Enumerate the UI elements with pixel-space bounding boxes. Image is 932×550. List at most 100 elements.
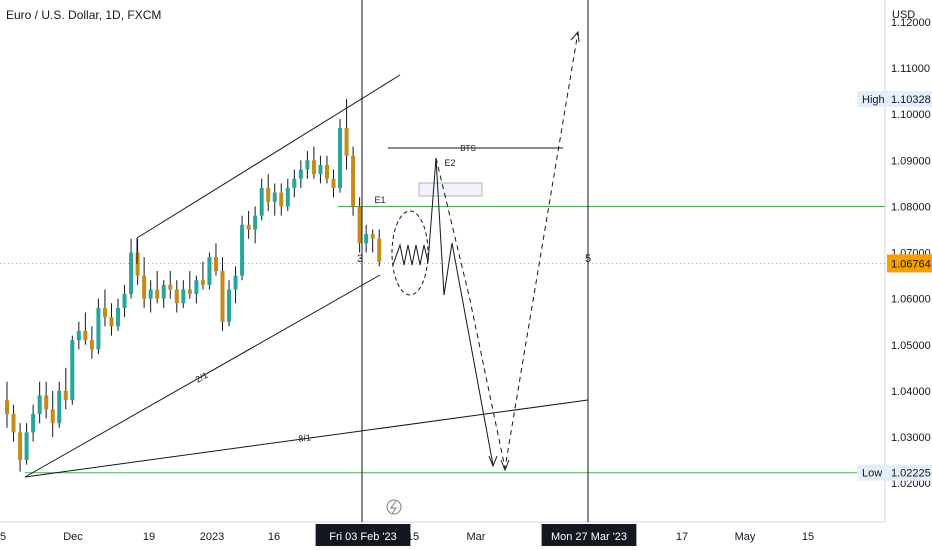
candle-body — [44, 395, 49, 410]
candle-body — [246, 224, 251, 230]
time-axis-tick: 17 — [676, 531, 688, 543]
annotation-text: BTS — [460, 144, 476, 153]
time-axis-tick: May — [735, 531, 756, 543]
candle-body — [227, 289, 232, 322]
time-axis-highlight — [315, 524, 411, 546]
candle-body — [70, 340, 75, 401]
candle-body — [155, 289, 160, 299]
price-tag-value-box — [887, 464, 932, 481]
zone-box — [418, 182, 483, 197]
candle-body — [370, 234, 375, 239]
time-axis-tick: 5 — [0, 531, 6, 543]
candles — [5, 99, 382, 472]
candle-body — [207, 257, 212, 285]
candle-body — [298, 169, 303, 179]
candle-body — [168, 284, 173, 290]
candle-body — [377, 238, 382, 262]
candle-body — [259, 188, 264, 216]
time-axis-tick: 15 — [407, 531, 419, 543]
candle-body — [18, 432, 23, 461]
projection-path — [392, 157, 494, 466]
candle-body — [37, 395, 42, 414]
candle-body — [364, 234, 369, 244]
time-axis-tick: Mon 27 Mar '23 — [551, 531, 627, 543]
price-axis-tick: 1.11000 — [891, 63, 930, 75]
price-axis-tick: 1.12000 — [891, 17, 931, 29]
candle-body — [63, 390, 68, 401]
annotation-text: 3 — [357, 253, 363, 265]
price-axis-tick: 1.03000 — [891, 432, 931, 444]
price-tag-label: Low — [862, 468, 882, 480]
candle-body — [194, 280, 199, 295]
annotation-text: 2/1 — [194, 370, 210, 385]
time-axis-tick: Mar — [467, 531, 486, 543]
candle-body — [187, 289, 192, 295]
dashed-ellipse — [391, 210, 429, 296]
price-tag-label-box — [857, 464, 887, 481]
chart-area — [0, 0, 886, 523]
candle-body — [96, 307, 101, 350]
candle-body — [292, 178, 297, 189]
fan-line-2-1 — [24, 274, 381, 478]
drawings: BTS E1 E2 3 5 2/1 8/1 — [24, 0, 591, 522]
price-tag-value: 1.02225 — [891, 468, 931, 480]
candle-body — [83, 330, 88, 341]
candle-body — [161, 284, 166, 299]
candle-body — [213, 257, 218, 272]
candle-body — [174, 289, 179, 304]
candle-body — [311, 160, 316, 175]
candle-body — [357, 206, 362, 244]
candle-body — [351, 155, 356, 207]
price-axis-unit: USD — [892, 9, 915, 21]
price-tag-label-box — [857, 91, 887, 108]
arrow-head-down-2 — [500, 459, 510, 472]
candle-body — [31, 413, 36, 433]
candle-body — [324, 164, 329, 179]
candle-body — [76, 330, 81, 341]
candle-body — [102, 307, 107, 318]
candle-body — [344, 128, 349, 156]
candle-body — [331, 178, 336, 189]
candle-body — [181, 289, 186, 304]
time-axis-tick: Dec — [63, 531, 83, 543]
candle-body — [233, 275, 238, 290]
candle-body — [129, 252, 134, 295]
candle-body — [318, 164, 323, 175]
candle-body — [135, 252, 140, 276]
candle-body — [240, 224, 245, 276]
candle-body — [253, 215, 258, 230]
candle-body — [285, 188, 290, 207]
lightning-icon — [386, 499, 402, 515]
lightning-icon-glyph — [390, 500, 397, 515]
price-axis-tick: 1.06000 — [891, 294, 931, 306]
time-axis[interactable]: 5 Dec 19 2023 16 Fri 03 Feb '23 15 Mar Mon 27 Ma… — [0, 524, 814, 546]
candle-body — [142, 275, 147, 299]
price-axis-tick: 1.09000 — [891, 155, 931, 167]
price-tag-value-box — [887, 91, 932, 108]
horizontal-levels — [0, 205, 885, 474]
channel-upper-line — [136, 74, 401, 239]
candle-body — [57, 390, 62, 424]
last-price-tag-box — [887, 254, 932, 273]
price-axis-tick: 1.08000 — [891, 201, 931, 213]
candle-body — [116, 307, 121, 327]
candle-body — [50, 409, 55, 424]
time-axis-tick: Fri 03 Feb '23 — [329, 531, 397, 543]
dashed-projection-path — [435, 31, 579, 469]
candle-body — [24, 432, 29, 461]
time-axis-tick: 16 — [268, 531, 280, 543]
price-axis-tick: 1.02000 — [891, 478, 931, 490]
candle-body — [279, 192, 284, 207]
candle-body — [200, 280, 205, 285]
candle-body — [109, 317, 114, 327]
annotation-text: 5 — [585, 253, 591, 265]
candle-body — [220, 271, 225, 322]
fan-line-8-1 — [24, 399, 589, 478]
price-axis-tick: 1.04000 — [891, 386, 931, 398]
candle-body — [338, 128, 343, 189]
candle-body — [272, 192, 277, 202]
candle-body — [305, 160, 310, 170]
chart-title: Euro / U.S. Dollar, 1D, FXCM — [6, 8, 162, 22]
